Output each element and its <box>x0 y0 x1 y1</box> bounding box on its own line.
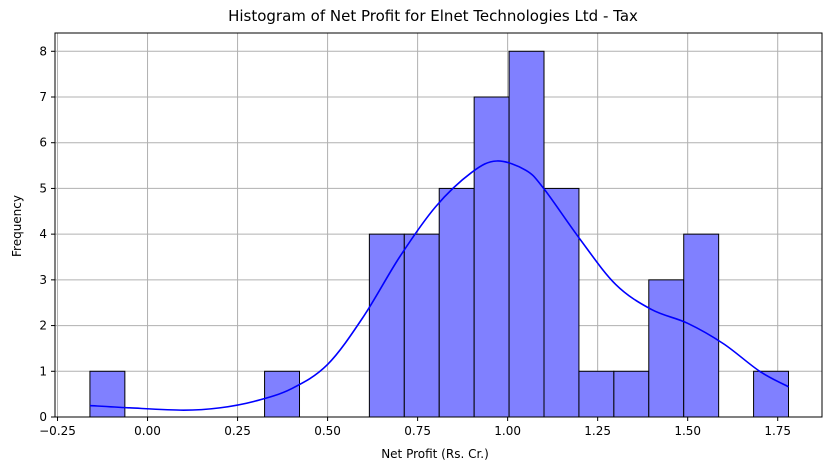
y-tick-label: 0 <box>39 410 47 424</box>
histogram-bar <box>264 370 301 418</box>
kde-curve <box>89 160 789 411</box>
x-axis-ticks: −0.25 0.00 0.25 0.50 0.75 1.00 1.25 1.50 1.75 <box>39 417 791 438</box>
x-tick-label: 0.75 <box>404 424 431 438</box>
histogram-bar <box>613 370 650 418</box>
kde-line <box>89 160 789 411</box>
histogram-bar <box>543 187 580 418</box>
histogram-bar <box>683 233 720 418</box>
x-tick-label: 1.25 <box>584 424 611 438</box>
histogram-bar <box>368 233 405 418</box>
y-tick-label: 5 <box>39 181 47 195</box>
x-tick-label: 0.25 <box>224 424 251 438</box>
bars <box>89 50 790 418</box>
histogram-bar <box>89 370 126 418</box>
plot-frame <box>54 32 823 418</box>
x-tick-label: −0.25 <box>39 424 76 438</box>
histogram-bar <box>578 370 615 418</box>
y-tick-label: 2 <box>39 319 47 333</box>
histogram-bar <box>508 50 545 418</box>
y-tick-label: 7 <box>39 90 47 104</box>
y-axis-ticks: 0 1 2 3 4 5 6 7 8 <box>39 44 55 424</box>
histogram-bar <box>648 279 685 418</box>
histogram-bar <box>473 96 510 418</box>
y-tick-label: 8 <box>39 44 47 58</box>
x-tick-label: 1.50 <box>674 424 701 438</box>
x-tick-label: 1.00 <box>494 424 521 438</box>
y-tick-label: 3 <box>39 273 47 287</box>
x-axis-label: Net Profit (Rs. Cr.) <box>381 447 489 461</box>
y-tick-label: 4 <box>39 227 47 241</box>
histogram-bar <box>403 233 440 418</box>
y-tick-label: 1 <box>39 364 47 378</box>
histogram-bar <box>753 370 790 418</box>
y-tick-label: 6 <box>39 136 47 150</box>
x-tick-label: 1.75 <box>764 424 791 438</box>
x-tick-label: 0.50 <box>314 424 341 438</box>
chart-title: Histogram of Net Profit for Elnet Techno… <box>228 7 638 25</box>
x-tick-label: 0.00 <box>134 424 161 438</box>
histogram-bar <box>438 187 475 418</box>
y-axis-label: Frequency <box>10 195 24 257</box>
